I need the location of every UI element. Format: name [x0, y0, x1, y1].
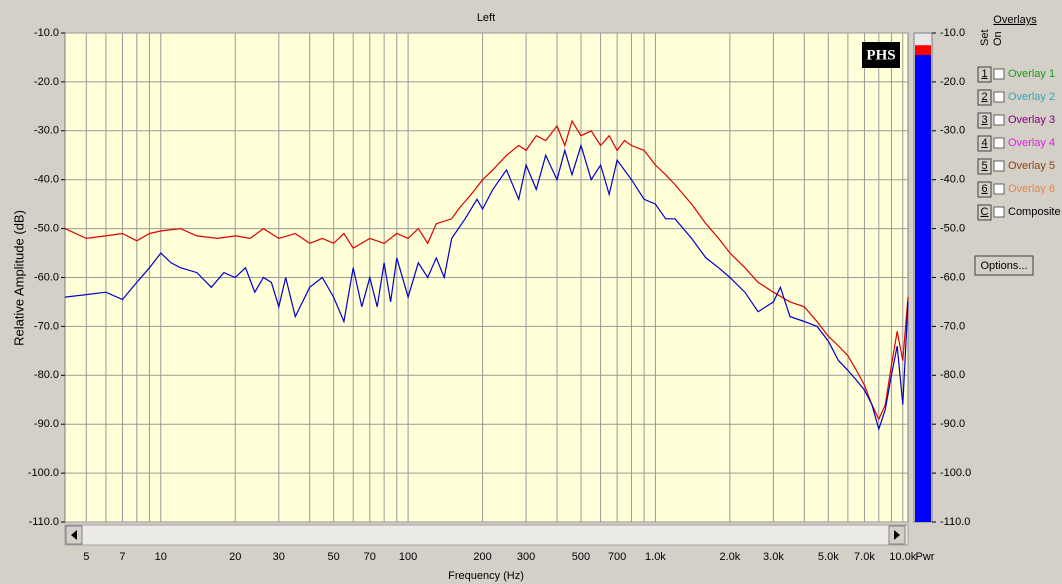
overlay-checkbox[interactable]: [993, 114, 1005, 126]
arrow-icon: [71, 530, 77, 540]
x-tick-label: 10: [155, 551, 167, 563]
meter-tick-label: -80.0: [940, 369, 965, 381]
overlay-checkbox[interactable]: [993, 68, 1005, 80]
x-tick-label: 50: [328, 551, 340, 563]
overlay-key: 1: [981, 68, 987, 80]
y-axis-label: Relative Amplitude (dB): [11, 210, 26, 346]
overlay-set-button[interactable]: [977, 89, 992, 106]
on-label: On: [992, 31, 1004, 46]
meter-tick-label: -20.0: [940, 76, 965, 88]
options-label: Options...: [980, 260, 1027, 272]
logo: PHS: [866, 47, 895, 63]
y-tick-label: -40.0: [34, 174, 59, 186]
grid: -10.0 -20.0 -30.0 -40.0 -50.0 -60.0 -70.0 -80.0…: [28, 27, 917, 563]
meter-tick-label: -10.0: [940, 27, 965, 39]
overlay-checkbox[interactable]: [993, 183, 1005, 195]
overlay-checkbox[interactable]: [993, 91, 1005, 103]
x-tick-label: 3.0k: [763, 551, 784, 563]
overlay-key: 3: [981, 114, 987, 126]
meter-tick-label: -30.0: [940, 125, 965, 137]
overlay-set-button[interactable]: [977, 181, 992, 198]
overlay-key: 2: [981, 91, 987, 103]
y-tick-label: -70.0: [34, 320, 59, 332]
overlay-checkbox[interactable]: [993, 160, 1005, 172]
chart-title: Left: [477, 12, 495, 24]
meter-tick-label: -110.0: [940, 516, 970, 528]
lines: [64, 119, 909, 432]
y-tick-label: -60.0: [34, 271, 59, 283]
x-tick-label: 10.0k: [889, 551, 916, 563]
y-tick-label: -20.0: [34, 76, 59, 88]
overlay-set-button[interactable]: [977, 135, 992, 152]
overlay-key: 4: [981, 137, 987, 149]
y-tick-label: -10.0: [34, 27, 59, 39]
meter: -10.0 -20.0 -30.0 -40.0 -50.0 -60.0 -70.0 -80.0…: [915, 27, 971, 528]
y-tick-label: -100.0: [28, 467, 59, 479]
scrollbar[interactable]: [64, 524, 909, 546]
overlay-key: 6: [981, 183, 987, 195]
overlay-set-button[interactable]: [977, 158, 992, 175]
y-tick-label: -80.0: [34, 369, 59, 381]
x-tick-label: 7.0k: [854, 551, 875, 563]
overlays-title: Overlays: [993, 14, 1037, 26]
overlay-label: Overlay 2: [1008, 91, 1055, 103]
x-tick-label: 300: [517, 551, 535, 563]
series-line: [64, 143, 909, 432]
overlay-checkbox[interactable]: [993, 137, 1005, 149]
series-line: [64, 119, 909, 421]
meter-tick-label: -70.0: [940, 320, 965, 332]
logo-box: [862, 42, 900, 68]
overlay-label: Overlay 4: [1008, 137, 1055, 149]
y-tick-label: -50.0: [34, 223, 59, 235]
x-tick-label: 30: [273, 551, 285, 563]
set-label: Set: [979, 29, 991, 46]
overlay-set-button[interactable]: [977, 204, 992, 221]
overlay-checkbox[interactable]: [993, 206, 1005, 218]
x-tick-label: 200: [473, 551, 491, 563]
y-tick-label: -110.0: [29, 516, 59, 528]
overlay-label: Overlay 6: [1008, 183, 1055, 195]
x-tick-label: 1.0k: [645, 551, 666, 563]
overlay-set-button[interactable]: [977, 66, 992, 83]
overlay-label: Overlay 3: [1008, 114, 1055, 126]
x-tick-label: 70: [364, 551, 376, 563]
meter-label: Pwr: [916, 551, 935, 563]
overlay-label: Composite: [1008, 206, 1061, 218]
overlay-key: C: [981, 206, 989, 218]
x-tick-label: 2.0k: [719, 551, 740, 563]
overlay-key: 5: [981, 160, 987, 172]
overlay-set-button[interactable]: [977, 112, 992, 129]
overlay-list: 1 Overlay 1 2 Overlay 2 3 Overlay 3 4 Overlay 4…: [977, 66, 1061, 221]
meter-tick-label: -60.0: [940, 271, 965, 283]
x-tick-label: 500: [572, 551, 590, 563]
x-tick-label: 100: [399, 551, 417, 563]
meter-tick-label: -100.0: [940, 467, 971, 479]
meter-level: [915, 55, 931, 522]
options-button[interactable]: [974, 255, 1034, 276]
meter-tick-label: -40.0: [940, 174, 965, 186]
x-tick-label: 700: [608, 551, 626, 563]
x-tick-label: 7: [119, 551, 125, 563]
meter-tick-label: -50.0: [940, 223, 965, 235]
y-tick-label: -90.0: [34, 418, 59, 430]
x-tick-label: 5.0k: [818, 551, 839, 563]
arrow-icon: [894, 530, 900, 540]
x-tick-label: 5: [83, 551, 89, 563]
x-tick-label: 20: [229, 551, 241, 563]
meter-peak: [915, 45, 931, 56]
overlay-label: Overlay 1: [1008, 68, 1055, 80]
overlay-label: Overlay 5: [1008, 160, 1055, 172]
x-axis-label: Frequency (Hz): [448, 570, 524, 582]
meter-tick-label: -90.0: [940, 418, 965, 430]
y-tick-label: -30.0: [34, 125, 59, 137]
